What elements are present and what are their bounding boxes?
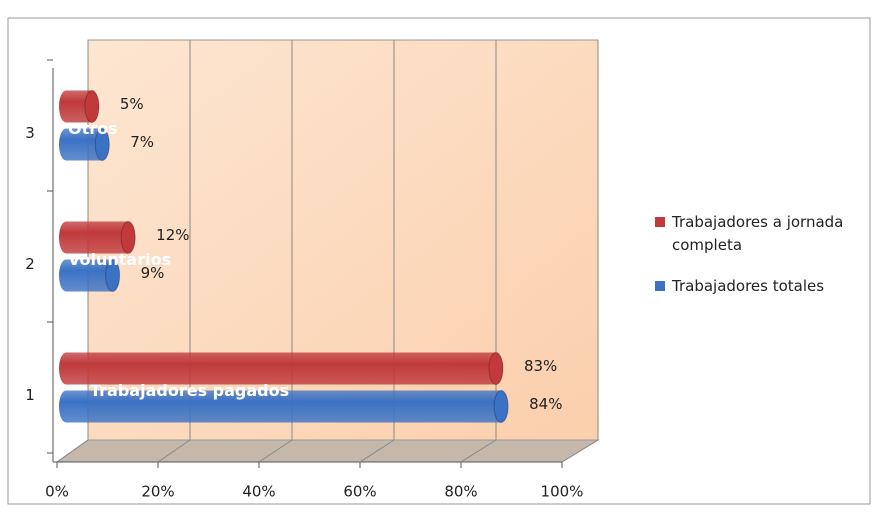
value-label: 5% (120, 95, 144, 113)
bar (59, 390, 509, 423)
floor-grid-line (157, 439, 191, 463)
bar-cap (493, 390, 509, 423)
annotation: Voluntarios (68, 250, 171, 269)
legend-label: Trabajadores totales (671, 277, 824, 295)
x-tick-label: 80% (444, 483, 477, 501)
bar-cap (94, 128, 110, 161)
y-tick-label: 3 (25, 124, 35, 142)
y-tick-label: 1 (25, 386, 35, 404)
floor-grid-line (460, 439, 497, 463)
floor-grid-line (56, 439, 89, 463)
floor (55, 439, 600, 463)
value-label: 83% (524, 357, 557, 375)
value-label: 84% (529, 395, 562, 413)
bar-cap (84, 90, 100, 123)
legend-line: Trabajadores a jornada (671, 213, 843, 231)
value-label: 9% (141, 264, 165, 282)
x-tick-label: 60% (343, 483, 376, 501)
x-tick-label: 0% (45, 483, 69, 501)
floor-grid-line (561, 439, 599, 463)
legend-label: Trabajadores a jornada completa (671, 213, 843, 254)
legend-line: Trabajadores totales (671, 277, 824, 295)
value-label: 7% (130, 133, 154, 151)
floor-grid-line (258, 439, 293, 463)
legend-swatch (655, 217, 665, 227)
bar-cap (120, 221, 136, 254)
bar (59, 221, 136, 254)
x-tick-label: 100% (541, 483, 584, 501)
x-tick-label: 20% (141, 483, 174, 501)
y-tick-label: 2 (25, 255, 35, 273)
annotation: Trabajadores pagados (90, 381, 289, 400)
legend-line: completa (672, 236, 742, 254)
annotation: Otros (68, 119, 118, 138)
value-label: 12% (156, 226, 189, 244)
bar (59, 352, 503, 385)
bar-cap (488, 352, 504, 385)
floor-grid-line (359, 439, 395, 463)
bar (59, 259, 120, 292)
bar-cap (105, 259, 121, 292)
x-tick-label: 40% (242, 483, 275, 501)
legend-swatch (655, 281, 665, 291)
